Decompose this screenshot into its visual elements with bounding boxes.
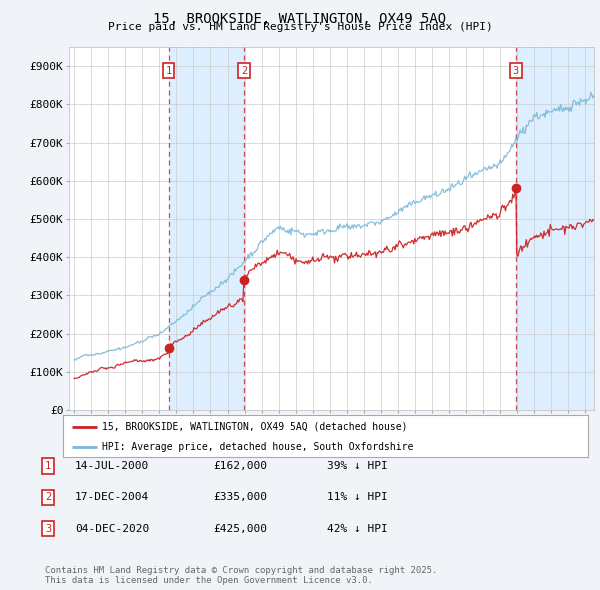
Text: 17-DEC-2004: 17-DEC-2004	[75, 493, 149, 502]
Bar	[169, 47, 244, 410]
Text: 15, BROOKSIDE, WATLINGTON, OX49 5AQ: 15, BROOKSIDE, WATLINGTON, OX49 5AQ	[154, 12, 446, 26]
Text: £162,000: £162,000	[213, 461, 267, 471]
Text: 3: 3	[513, 66, 519, 76]
Text: 39% ↓ HPI: 39% ↓ HPI	[327, 461, 388, 471]
Text: Price paid vs. HM Land Registry's House Price Index (HPI): Price paid vs. HM Land Registry's House …	[107, 22, 493, 32]
Text: 15, BROOKSIDE, WATLINGTON, OX49 5AQ (detached house): 15, BROOKSIDE, WATLINGTON, OX49 5AQ (det…	[103, 422, 408, 432]
Text: 1: 1	[166, 66, 172, 76]
Text: 04-DEC-2020: 04-DEC-2020	[75, 524, 149, 533]
Text: 14-JUL-2000: 14-JUL-2000	[75, 461, 149, 471]
Text: 3: 3	[45, 524, 51, 533]
Text: 11% ↓ HPI: 11% ↓ HPI	[327, 493, 388, 502]
Text: £425,000: £425,000	[213, 524, 267, 533]
Text: HPI: Average price, detached house, South Oxfordshire: HPI: Average price, detached house, Sout…	[103, 442, 414, 451]
Text: 1: 1	[45, 461, 51, 471]
Text: Contains HM Land Registry data © Crown copyright and database right 2025.
This d: Contains HM Land Registry data © Crown c…	[45, 566, 437, 585]
Text: 42% ↓ HPI: 42% ↓ HPI	[327, 524, 388, 533]
Bar	[516, 47, 594, 410]
Text: 2: 2	[241, 66, 247, 76]
Text: £335,000: £335,000	[213, 493, 267, 502]
Text: 2: 2	[45, 493, 51, 502]
